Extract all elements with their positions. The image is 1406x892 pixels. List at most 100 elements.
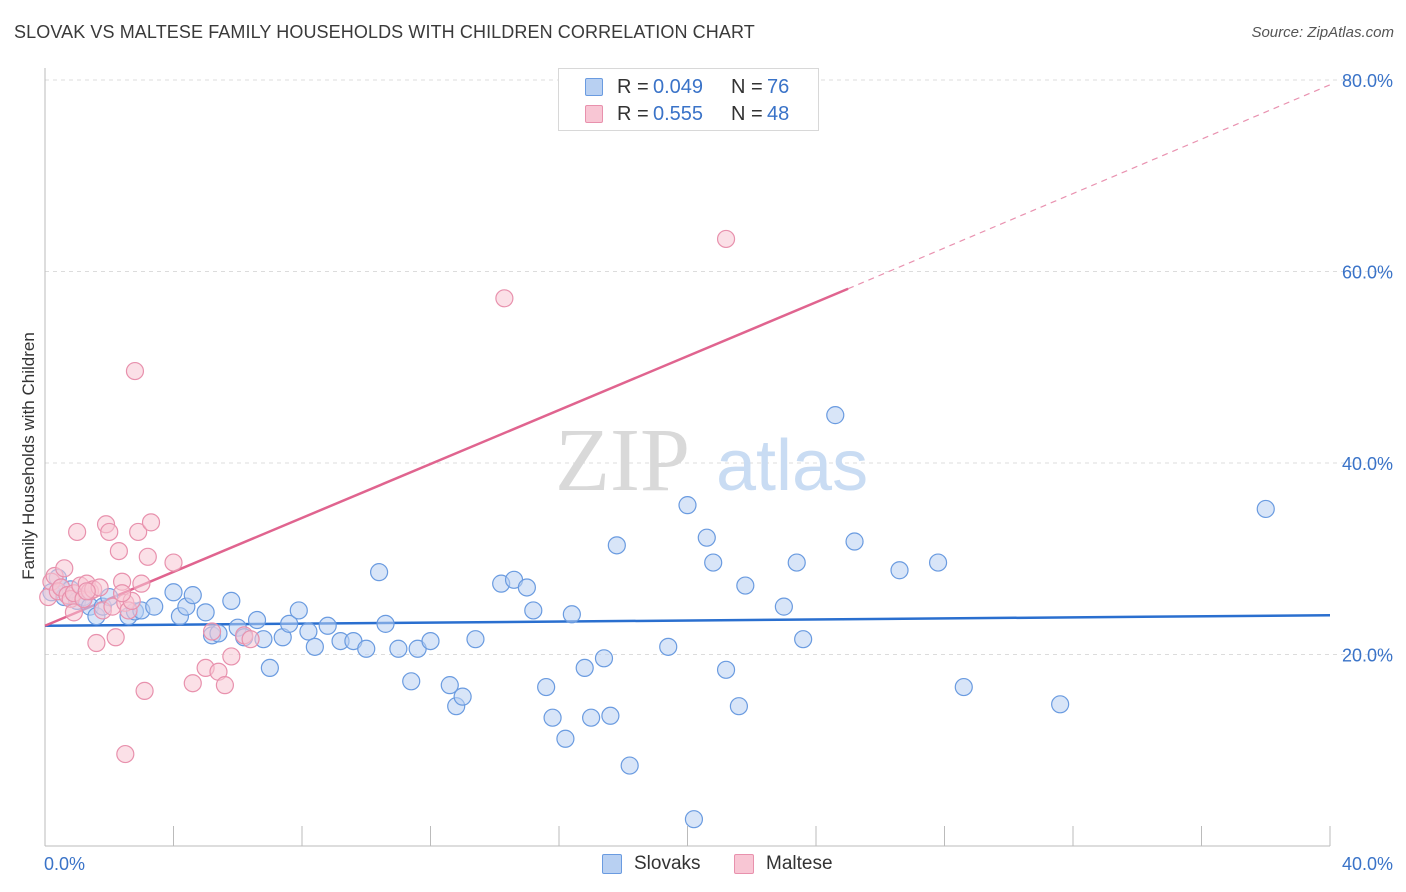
bottom-legend-maltese: Maltese [734,852,833,876]
slovak-point [222,591,241,610]
legend-row-maltese: R = 0.555 N = 48 [585,102,789,126]
slovak-point [582,708,601,727]
legend-r-value: 0.555 [653,102,704,125]
slovak-point [787,553,806,572]
slovak-point [421,631,440,651]
chart-title: SLOVAK VS MALTESE FAMILY HOUSEHOLDS WITH… [14,22,755,42]
bottom-legend-slovaks: Slovaks [602,852,701,876]
slovak-point [453,687,472,706]
y-tick-label: 60.0% [1342,263,1393,283]
maltese-point [215,676,234,695]
slovak-point [697,528,716,547]
maltese-point [716,229,736,249]
legend-n-value: 76 [767,75,790,98]
y-tick-label: 80.0% [1342,71,1393,91]
slovak-point [678,496,697,515]
maltese-point [183,674,202,693]
trend-lines [44,84,1331,628]
slovak-point [376,614,395,633]
slovak-point [704,553,723,572]
maltese-point [87,633,106,653]
maltese-point [141,513,161,532]
slovaks-swatch [585,78,603,96]
watermark-atlas: atlas [716,426,868,506]
legend-r-label: R = [617,102,649,125]
slovaks-legend-label: Slovaks [634,853,701,874]
data-points [39,229,1275,829]
maltese-point [164,553,183,572]
maltese-point [64,603,84,622]
maltese-point [100,522,119,542]
slovak-point [601,706,620,725]
maltese-point [135,681,154,700]
slovak-point [562,605,581,624]
maltese-point [112,584,132,603]
x-tick-label: 40.0% [1342,854,1393,874]
maltese-point [132,574,151,593]
maltese-point [68,522,87,542]
maltese-point [129,522,148,542]
slovak-point [954,677,973,697]
maltese-point [222,647,241,666]
slovak-point [440,676,459,695]
y-axis-label: Family Households with Children [19,332,38,580]
maltese-point [495,289,514,308]
legend-row-slovaks: R = 0.049 N = 76 [585,75,789,99]
slovak-point [280,614,299,633]
slovak-point [183,586,202,605]
slovak-point [537,677,556,697]
slovak-point [575,658,594,678]
maltese-point [241,630,260,649]
slovak-point [774,597,793,616]
maltese-legend-swatch [734,854,754,874]
slovak-point [594,649,614,668]
slovak-point [543,708,562,727]
maltese-point [109,541,128,561]
slovak-point [729,697,749,716]
slovak-point [370,563,389,582]
y-tick-label: 40.0% [1342,454,1393,474]
slovak-point [716,660,736,679]
slovak-point [247,610,267,630]
maltese-point [55,559,74,578]
slovak-point [289,601,308,620]
slovak-point [684,810,704,829]
y-tick-label: 20.0% [1342,646,1393,666]
slovak-point [1256,499,1275,519]
source-label: Source: ZipAtlas.com [1251,24,1394,41]
slovak-point [826,406,845,425]
slovak-point [318,616,337,635]
watermark-zip: ZIP [555,411,690,510]
maltese-legend-label: Maltese [766,853,833,874]
maltese-point [202,622,222,641]
legend-n-value: 48 [767,102,790,125]
maltese-point [138,547,157,566]
slovak-point [466,630,485,649]
slovak-point [794,630,813,649]
slovak-point [196,603,215,622]
slovak-point [389,639,408,658]
slovak-point [299,622,318,641]
watermark: ZIP atlas [555,411,868,510]
maltese-point [116,744,135,764]
slovak-point [517,578,536,597]
slovaks-legend-swatch [602,854,622,874]
legend-r-label: R = [617,75,649,98]
slovak-point [620,756,639,775]
slovak-point [260,658,279,678]
axes [44,68,1331,847]
slovak-point [607,536,626,555]
legend-n-label: N = [731,75,763,98]
maltese-swatch [585,105,603,123]
slovak-point [890,561,909,580]
slovak-point [164,583,183,602]
slovak-point [928,553,948,572]
slovak-point [845,532,864,551]
maltese-point [125,361,145,381]
slovak-point [524,601,543,620]
slovak-point [305,637,324,656]
slovak-point [402,672,421,691]
x-tick-label: 0.0% [44,854,85,874]
slovak-point [556,729,575,748]
